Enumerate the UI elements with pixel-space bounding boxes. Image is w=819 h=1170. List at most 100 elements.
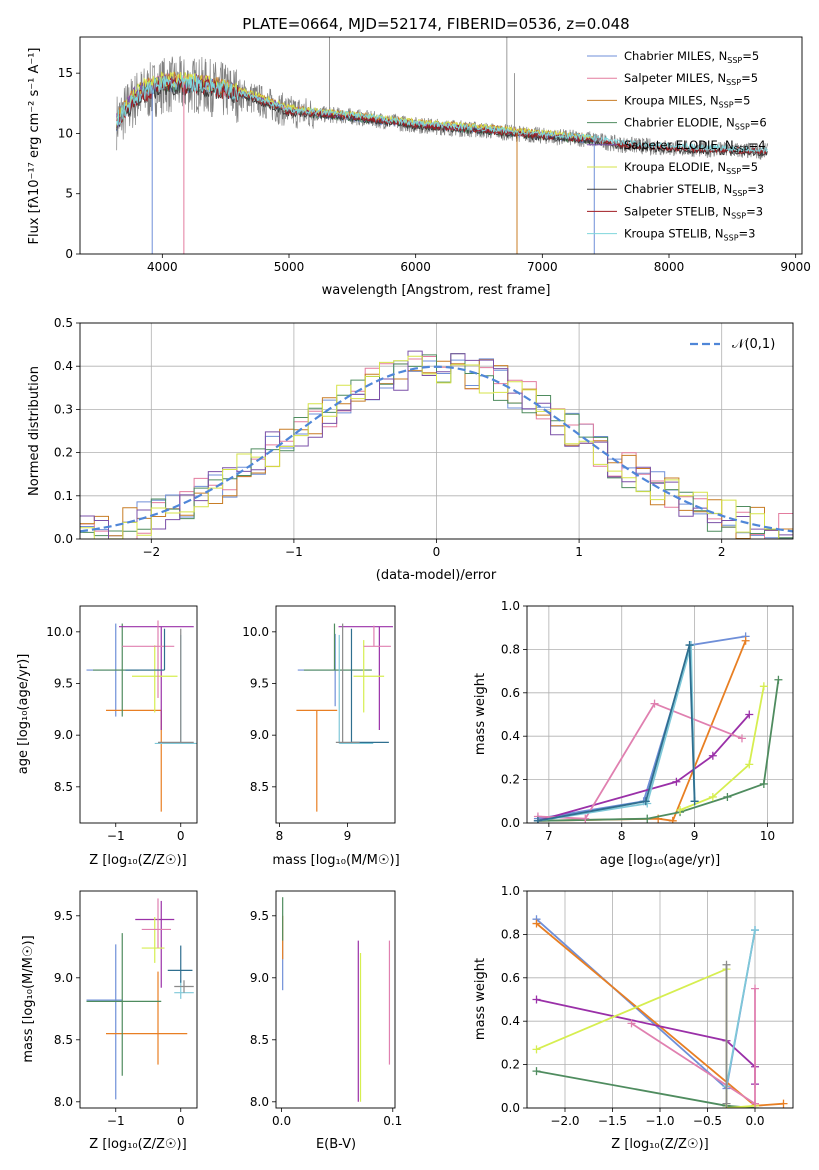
- data-point-marker: [581, 814, 590, 823]
- x-tick-label: 9: [344, 829, 352, 843]
- x-axis-label: E(B-V): [316, 1137, 356, 1152]
- y-tick-label: 1.0: [501, 884, 520, 898]
- axes-frame: [526, 890, 794, 1109]
- x-tick-label: 8000: [654, 260, 685, 274]
- y-axis-label: Flux [fλ10⁻¹⁷ erg cm⁻² s⁻¹ A⁻¹]: [27, 48, 42, 245]
- x-tick-label: 7: [545, 829, 553, 843]
- y-tick-label: 5: [65, 187, 73, 201]
- axes-frame: [526, 605, 794, 824]
- histogram-series: [80, 353, 793, 539]
- data-point-marker: [737, 734, 746, 743]
- x-axis-label: (data-model)/error: [376, 568, 497, 583]
- y-tick-label: 10.0: [242, 625, 269, 639]
- x-tick-label: 2: [718, 545, 726, 559]
- y-tick-label: 10: [58, 126, 73, 140]
- x-tick-label: 4000: [147, 260, 178, 274]
- y-tick-label: 9.0: [54, 971, 73, 985]
- legend-label: Salpeter ELODIE, NSSP=4: [624, 138, 766, 154]
- x-tick-label: 5000: [274, 260, 305, 274]
- data-point-marker: [722, 1099, 731, 1108]
- normal-distribution-curve: [80, 365, 793, 533]
- data-point-marker: [532, 1067, 541, 1076]
- y-tick-label: 0.0: [501, 816, 520, 830]
- data-point-marker: [708, 792, 717, 801]
- data-point-marker: [759, 682, 768, 691]
- legend-label: Kroupa STELIB, NSSP=3: [624, 227, 755, 243]
- y-tick-label: 0.4: [501, 729, 520, 743]
- x-tick-label: 7000: [527, 260, 558, 274]
- data-point-marker: [532, 1045, 541, 1054]
- legend-label: Chabrier STELIB, NSSP=3: [624, 182, 764, 198]
- plot-area: [116, 37, 769, 254]
- y-tick-label: 9.5: [54, 677, 73, 691]
- mass-weight-vs-metallicity-panel: −2.0 −1.5 −1.0 −0.5 0.0 0.0 0.2 0.4 0.6 0.8 1.0 Z […: [473, 884, 794, 1152]
- y-axis-label: Normed distribution: [27, 366, 42, 496]
- y-tick-label: 1.0: [501, 599, 520, 613]
- axes-frame: [79, 36, 803, 255]
- y-tick-label: 0.3: [54, 402, 73, 416]
- x-tick-label: −1.0: [645, 1114, 674, 1128]
- x-tick-label: 9: [691, 829, 699, 843]
- x-tick-label: 0.0: [745, 1114, 764, 1128]
- data-point-marker: [751, 984, 759, 993]
- plot-area: [86, 620, 197, 812]
- mass-vs-reddening-panel: 0.0 0.1 8.0 8.5 9.0 9.5 E(B-V): [250, 890, 402, 1152]
- spectrum-panel: 4000 5000 6000 7000 8000 9000 0 5 10 15 wavelength…: [27, 36, 811, 298]
- model-spectrum-salpeter_stelib: [116, 77, 768, 155]
- data-point-marker: [708, 751, 717, 760]
- data-point-marker: [779, 1099, 788, 1108]
- y-tick-label: 9.0: [250, 971, 269, 985]
- plot-area: [86, 898, 194, 1100]
- data-point-marker: [745, 760, 754, 769]
- x-tick-label: 9000: [780, 260, 811, 274]
- x-tick-label: −1: [107, 1114, 125, 1128]
- y-tick-label: 0.5: [54, 316, 73, 330]
- y-tick-label: 8.5: [250, 780, 269, 794]
- plot-area: [533, 632, 783, 823]
- data-point-marker: [774, 675, 783, 684]
- data-point-marker: [759, 779, 768, 788]
- legend-label: Kroupa MILES, NSSP=5: [624, 93, 750, 109]
- y-tick-label: 0.8: [501, 927, 520, 941]
- x-axis-label: Z [log₁₀(Z/Z☉)]: [89, 853, 186, 868]
- data-point-marker: [741, 636, 750, 645]
- y-tick-label: 8.5: [54, 1033, 73, 1047]
- x-tick-label: −1: [285, 545, 303, 559]
- x-tick-label: −2: [142, 545, 160, 559]
- data-point-marker: [723, 792, 732, 801]
- data-point-marker: [533, 816, 542, 823]
- x-tick-label: 0: [177, 829, 185, 843]
- y-tick-label: 8.0: [54, 1095, 73, 1109]
- data-point-marker: [532, 995, 541, 1004]
- mass-weight-series: [679, 686, 765, 811]
- x-tick-label: 0.0: [272, 1114, 291, 1128]
- x-tick-label: 0: [433, 545, 441, 559]
- x-axis-label: wavelength [Angstrom, rest frame]: [322, 283, 551, 298]
- data-point-marker: [745, 710, 754, 719]
- x-axis-label: mass [log₁₀(M/M☉)]: [272, 853, 399, 868]
- figure-title: PLATE=0664, MJD=52174, FIBERID=0536, z=0…: [242, 15, 629, 33]
- mass-weight-series: [631, 988, 756, 1106]
- y-tick-label: 9.0: [250, 728, 269, 742]
- y-axis-label: age [log₁₀(age/yr)]: [16, 654, 31, 775]
- x-tick-label: 0.1: [383, 1114, 402, 1128]
- x-tick-label: −1.5: [598, 1114, 627, 1128]
- y-tick-label: 0.2: [54, 446, 73, 460]
- data-point-marker: [627, 1019, 636, 1028]
- y-tick-label: 10.0: [46, 625, 73, 639]
- plot-area: [80, 350, 793, 539]
- axes-frame: [79, 605, 198, 824]
- y-tick-label: 9.0: [54, 728, 73, 742]
- y-tick-label: 0.2: [501, 773, 520, 787]
- axes-frame: [79, 322, 794, 540]
- residual-histogram-panel: −2 −1 0 1 2 0.0 0.1 0.2 0.3 0.4 0.5 (data-model)/er…: [27, 316, 794, 583]
- plot-area: [296, 623, 393, 812]
- mass-weight-series: [537, 640, 747, 822]
- x-tick-label: 0: [177, 1114, 185, 1128]
- y-tick-label: 0.6: [501, 971, 520, 985]
- y-tick-label: 9.5: [250, 677, 269, 691]
- x-axis-label: age [log₁₀(age/yr)]: [600, 853, 721, 868]
- y-tick-label: 8.0: [250, 1095, 269, 1109]
- y-tick-label: 0.4: [501, 1014, 520, 1028]
- y-axis-label: mass [log₁₀(M/M☉)]: [21, 935, 36, 1062]
